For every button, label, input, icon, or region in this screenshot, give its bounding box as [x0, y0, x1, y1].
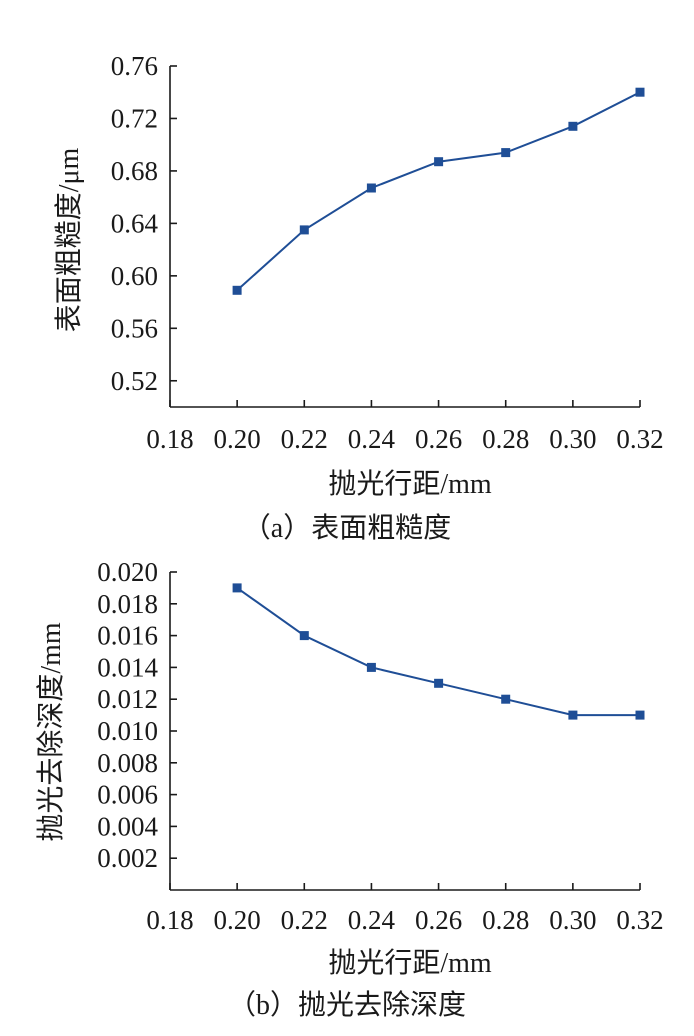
data-point [434, 157, 444, 167]
data-point [568, 121, 578, 131]
data-point [299, 631, 309, 641]
y-tick-label: 0.020 [97, 557, 158, 587]
data-point [232, 285, 242, 295]
y-tick-label: 0.64 [111, 208, 159, 238]
series-line [236, 587, 640, 717]
x-tick-label: 0.24 [348, 905, 396, 935]
y-tick-label: 0.52 [111, 366, 158, 396]
x-tick-label: 0.26 [415, 905, 462, 935]
y-tick-label: 0.018 [97, 589, 158, 619]
y-tick-label: 0.56 [111, 313, 158, 343]
data-point [501, 694, 511, 704]
y-axis-title: 抛光去除深度/mm [35, 622, 67, 842]
chart-caption: （b）抛光去除深度 [228, 989, 466, 1021]
chart-panel-b: 0.18 0.20 0.22 0.24 0.26 0.28 0.30 0.320.0020.0… [35, 557, 664, 1021]
y-tick-label: 0.006 [97, 780, 158, 810]
series-line [236, 91, 641, 292]
x-tick-label: 0.20 [214, 424, 261, 454]
x-tick-label: 0.22 [281, 905, 328, 935]
y-tick-label: 0.014 [97, 652, 158, 682]
x-tick-label: 0.20 [214, 905, 261, 935]
y-tick-label: 0.012 [97, 684, 158, 714]
data-point [434, 678, 444, 688]
x-tick-label: 0.18 [146, 424, 193, 454]
data-point [635, 710, 645, 720]
x-tick-label: 0.18 [146, 905, 193, 935]
x-tick-label: 0.26 [415, 424, 462, 454]
x-tick-label: 0.24 [348, 424, 396, 454]
y-tick-label: 0.76 [111, 51, 158, 81]
chart-caption: （a）表面粗糙度 [243, 512, 451, 544]
data-point [232, 583, 242, 593]
x-tick-label: 0.30 [549, 424, 596, 454]
x-tick-label: 0.32 [616, 905, 663, 935]
data-point [635, 87, 645, 97]
y-tick-label: 0.60 [111, 261, 158, 291]
x-axis-title: 抛光行距/mm [328, 468, 492, 500]
data-point [568, 710, 578, 720]
data-point [366, 662, 376, 672]
y-tick-label: 0.010 [97, 716, 158, 746]
y-tick-label: 0.72 [111, 103, 158, 133]
y-tick-label: 0.008 [97, 748, 158, 778]
x-tick-label: 0.28 [482, 905, 529, 935]
y-tick-label: 0.002 [97, 843, 158, 873]
y-tick-label: 0.016 [97, 621, 158, 651]
x-tick-label: 0.22 [281, 424, 328, 454]
x-tick-label: 0.28 [482, 424, 529, 454]
data-point [299, 225, 309, 235]
x-tick-label: 0.32 [616, 424, 663, 454]
y-tick-label: 0.68 [111, 156, 158, 186]
x-tick-label: 0.30 [549, 905, 596, 935]
chart-panel-a: 0.18 0.20 0.22 0.24 0.26 0.28 0.30 0.32 0.52 0.56… [53, 51, 664, 544]
x-axis-title: 抛光行距/mm [328, 947, 492, 979]
y-tick-label: 0.004 [97, 811, 158, 841]
data-point [366, 183, 376, 193]
y-axis-title: 表面粗糙度/μm [53, 147, 85, 332]
data-point [501, 148, 511, 158]
